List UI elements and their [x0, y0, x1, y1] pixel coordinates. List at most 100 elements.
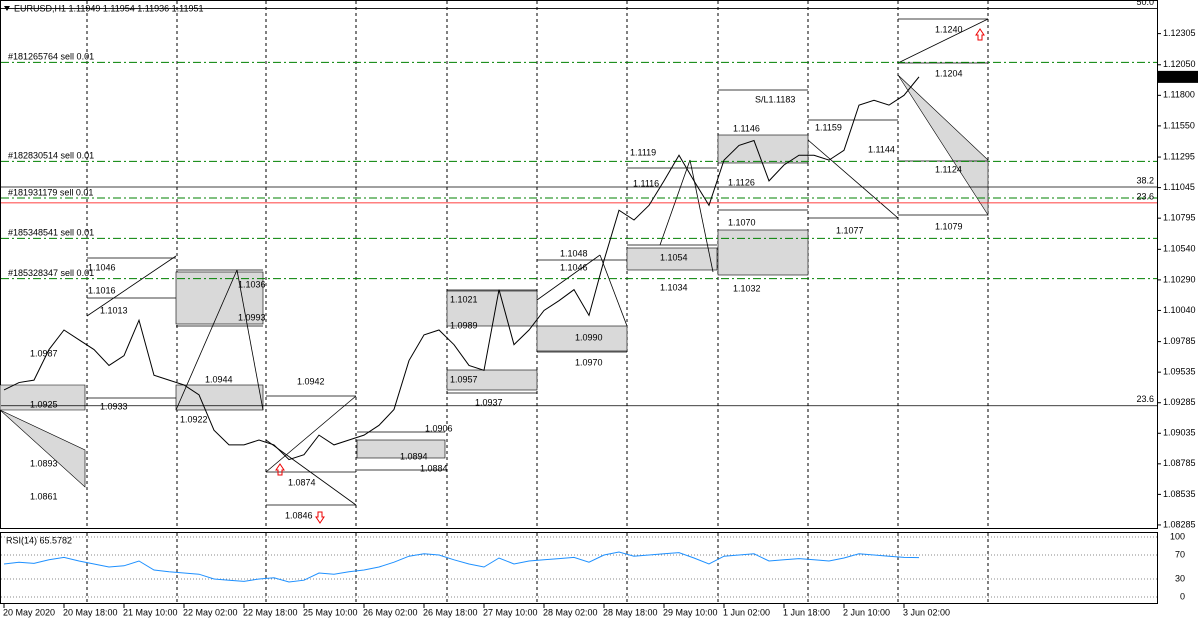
fib-label: 23.6	[1136, 394, 1154, 404]
y-tick-label: 1.09035	[1163, 428, 1196, 438]
price-annotation: 1.0874	[288, 477, 316, 487]
x-tick-label: 20 May 18:00	[63, 607, 118, 617]
price-annotation: 1.1204	[935, 68, 963, 78]
price-annotation: 1.1046	[560, 262, 588, 272]
price-annotation: 1.0970	[575, 357, 603, 367]
signal-arrow	[975, 28, 985, 41]
x-tick-label: 21 May 10:00	[123, 607, 178, 617]
price-annotation: 1.1079	[935, 221, 963, 231]
signal-arrow	[315, 511, 325, 524]
drawing-line	[86, 255, 177, 317]
y-tick-label: 1.09285	[1163, 397, 1196, 407]
price-panel	[0, 0, 1158, 529]
y-tick-label: 1.11800	[1163, 90, 1195, 100]
price-annotation: 1.0933	[100, 401, 128, 411]
x-tick-label: 2 Jun 10:00	[843, 607, 890, 617]
x-tick-label: 29 May 10:00	[663, 607, 718, 617]
price-annotation: 1.1159	[815, 122, 842, 132]
price-annotation: 1.0987	[30, 348, 58, 358]
drawing-zone	[356, 439, 446, 459]
price-annotation: 1.1032	[733, 283, 761, 293]
price-annotation: 1.1054	[660, 252, 688, 262]
signal-arrow	[275, 463, 285, 476]
drawing-line	[689, 159, 714, 273]
price-annotation: 1.0861	[30, 491, 58, 501]
y-tick-label: 1.09535	[1163, 367, 1196, 377]
y-tick-label: 1.11045	[1163, 182, 1195, 192]
rsi-tick-label: 0	[1180, 591, 1185, 601]
x-tick-label: 22 May 18:00	[243, 607, 298, 617]
rsi-panel	[0, 532, 1158, 604]
price-line	[3, 76, 920, 461]
rsi-tick-label: 70	[1175, 549, 1185, 559]
order-label: #185328347 sell 0.01	[8, 268, 94, 278]
y-tick-label: 1.10540	[1163, 244, 1196, 254]
order-label: #181931179 sell 0.01	[8, 187, 93, 197]
drawing-zone	[717, 134, 809, 164]
price-annotation: 1.1016	[88, 285, 116, 295]
order-label: #185348541 sell 0.01	[8, 228, 94, 238]
drawing-zone	[0, 409, 86, 488]
y-tick-label: 1.12050	[1163, 59, 1196, 69]
y-tick-label: 1.10040	[1163, 305, 1196, 315]
drawing-line	[265, 395, 357, 473]
drawing-zone	[626, 247, 718, 271]
price-annotation: 1.0906	[425, 423, 453, 433]
price-annotation: 1.0993	[238, 312, 266, 322]
drawing-zone	[446, 290, 538, 327]
price-annotation: 1.1036	[238, 279, 266, 289]
price-annotation: 1.0884	[420, 463, 448, 473]
price-annotation: 1.0990	[575, 332, 603, 342]
drawing-zone	[897, 74, 989, 217]
y-tick-label: 1.09785	[1163, 336, 1196, 346]
y-tick-label: 1.10795	[1163, 213, 1196, 223]
fib-label: 23.6	[1136, 191, 1154, 201]
y-tick-label: 1.11295	[1163, 151, 1195, 161]
price-annotation: 1.1119	[630, 147, 656, 157]
last-price-label: 1.11951	[1161, 71, 1193, 81]
y-tick-label: 1.10290	[1163, 274, 1196, 284]
price-annotation: 1.1144	[868, 144, 895, 154]
drawing-line	[536, 254, 601, 301]
price-annotation: 1.1124	[935, 164, 962, 174]
price-annotation: 1.0846	[285, 510, 313, 520]
x-tick-label: 28 May 02:00	[543, 607, 598, 617]
price-annotation: 1.1070	[728, 217, 756, 227]
drawing-zone	[446, 369, 538, 391]
price-annotation: 1.1021	[450, 294, 478, 304]
x-tick-label: 1 Jun 18:00	[783, 607, 830, 617]
order-label: #181265764 sell 0.01	[8, 52, 94, 62]
y-tick-label: 1.12305	[1163, 28, 1196, 38]
rsi-line	[3, 551, 920, 583]
x-tick-label: 27 May 10:00	[483, 607, 538, 617]
rsi-tick-label: 100	[1170, 531, 1185, 541]
drawing-line	[265, 439, 357, 506]
drawing-line	[897, 18, 989, 64]
drawing-zone	[536, 325, 628, 352]
rsi-tick-label: 30	[1175, 573, 1185, 583]
price-annotation: 1.1077	[836, 225, 864, 235]
price-annotation: 1.1046	[88, 262, 116, 272]
price-annotation: 1.0893	[30, 458, 58, 468]
price-annotation: 1.1146	[733, 123, 760, 133]
drawing-line	[807, 139, 899, 219]
x-tick-label: 22 May 02:00	[183, 607, 238, 617]
drawing-line	[599, 254, 628, 327]
price-annotation: 1.1013	[100, 305, 128, 315]
y-tick-label: 1.08785	[1163, 458, 1196, 468]
x-tick-label: 26 May 02:00	[363, 607, 418, 617]
price-annotation: 1.1034	[660, 282, 688, 292]
fib-label: 50.0	[1136, 0, 1154, 7]
x-tick-label: 3 Jun 02:00	[903, 607, 950, 617]
price-annotation: 1.0989	[450, 320, 478, 330]
y-tick-label: 1.08285	[1163, 519, 1196, 529]
price-annotation: 1.1116	[633, 178, 659, 188]
price-annotation: 1.0957	[450, 374, 478, 384]
y-tick-label: 1.08535	[1163, 489, 1196, 499]
x-tick-label: 28 May 18:00	[603, 607, 658, 617]
y-tick-label: 1.11550	[1163, 120, 1195, 130]
drawing-zone	[717, 229, 809, 276]
price-annotation: 1.0925	[30, 399, 58, 409]
price-annotation: S/L1.1183	[755, 94, 795, 104]
